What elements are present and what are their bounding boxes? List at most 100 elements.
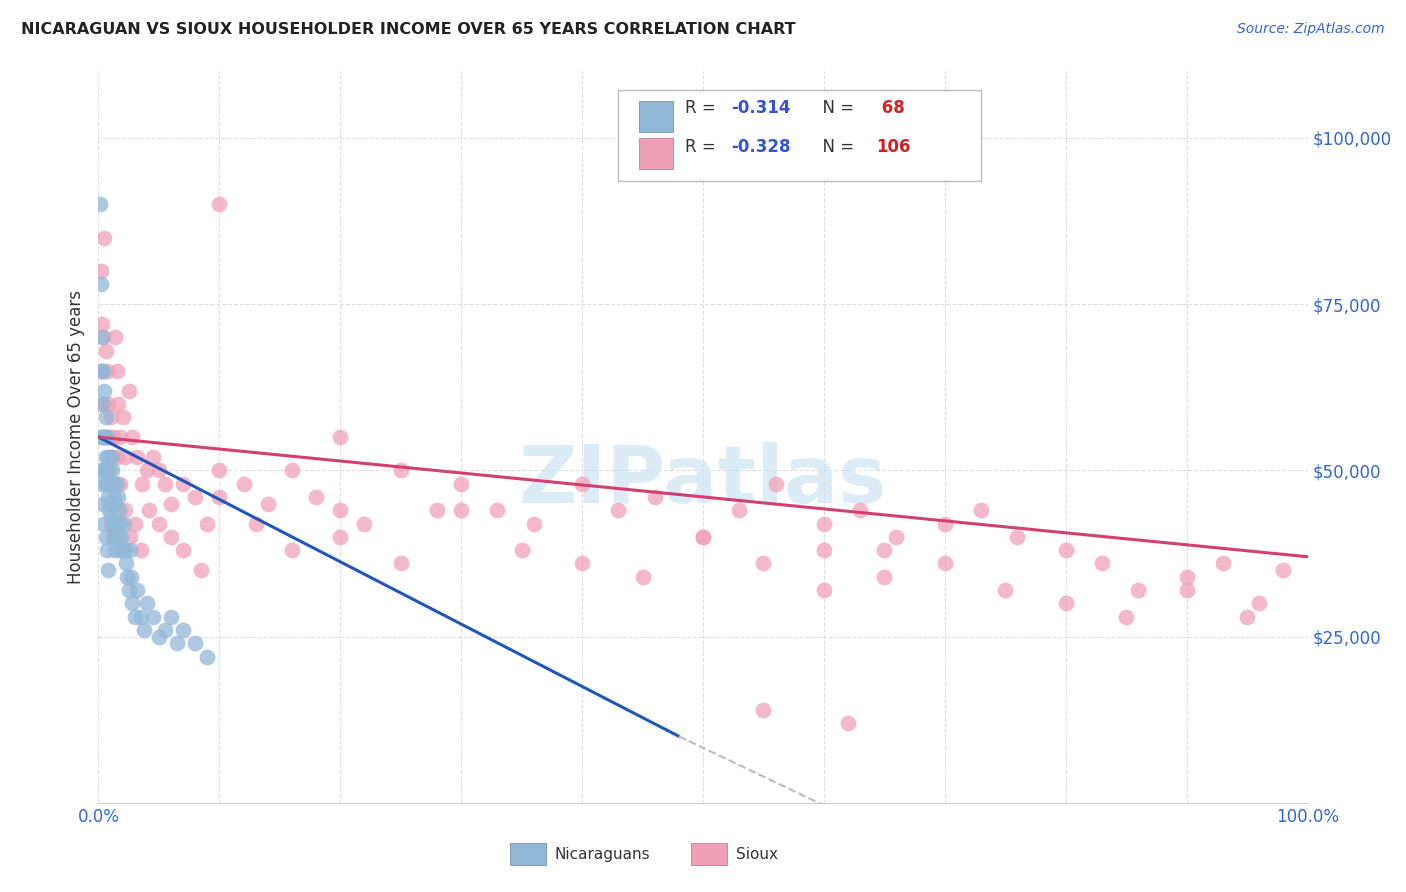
Point (232, 476, 254, 491)
Point (114, 503, 136, 517)
Point (389, 557, 412, 571)
Point (90, 277, 112, 292)
Point (114, 543, 136, 558)
Point (1175, 570, 1198, 584)
Point (100, 476, 122, 491)
Point (118, 530, 141, 544)
Point (91, 317, 114, 331)
Point (1115, 609, 1137, 624)
Point (131, 476, 153, 491)
Point (105, 363, 128, 377)
Point (89, 430, 111, 444)
Text: Sioux: Sioux (735, 847, 778, 862)
Point (208, 197, 231, 211)
Point (172, 623, 194, 637)
Point (93, 230, 115, 244)
Point (129, 543, 152, 558)
FancyBboxPatch shape (638, 102, 673, 132)
Point (94, 530, 117, 544)
Point (692, 530, 714, 544)
Text: Nicaraguans: Nicaraguans (554, 847, 650, 862)
Point (103, 530, 125, 544)
Point (121, 596, 143, 610)
Point (89, 197, 111, 211)
Point (184, 636, 207, 650)
Text: -0.328: -0.328 (731, 137, 790, 156)
Text: R =: R = (685, 99, 721, 117)
Point (873, 570, 896, 584)
Point (91, 397, 114, 411)
Point (118, 582, 141, 597)
Point (94, 343, 117, 358)
Text: 68: 68 (876, 99, 904, 117)
Point (153, 476, 176, 491)
Point (934, 557, 956, 571)
Text: R =: R = (685, 137, 721, 156)
Point (118, 543, 141, 558)
Point (111, 410, 134, 425)
Point (138, 503, 160, 517)
Point (98, 497, 121, 511)
Point (100, 463, 122, 477)
Point (245, 516, 267, 531)
Point (90, 363, 112, 377)
Point (90, 463, 112, 477)
Point (148, 516, 170, 531)
Text: N =: N = (811, 99, 859, 117)
Point (1091, 557, 1114, 571)
Point (160, 609, 183, 624)
Point (124, 609, 146, 624)
Point (91, 330, 114, 344)
Point (571, 476, 593, 491)
Point (153, 623, 176, 637)
Text: ZIPatlas: ZIPatlas (519, 442, 887, 520)
Point (93, 430, 115, 444)
Point (129, 609, 152, 624)
Point (121, 430, 143, 444)
Point (91, 363, 114, 377)
Point (813, 516, 835, 531)
Point (127, 582, 149, 597)
Point (105, 516, 128, 531)
Point (120, 570, 142, 584)
FancyBboxPatch shape (690, 843, 727, 865)
Point (142, 609, 165, 624)
Point (90, 264, 112, 278)
Point (108, 503, 131, 517)
Point (98, 430, 121, 444)
Point (103, 476, 125, 491)
Point (1212, 557, 1234, 571)
Point (190, 563, 212, 577)
Point (107, 490, 129, 504)
Point (127, 450, 149, 464)
Point (97, 450, 120, 464)
Text: 106: 106 (876, 137, 911, 156)
Point (970, 503, 993, 517)
Point (104, 497, 127, 511)
Point (94, 410, 117, 425)
Point (100, 509, 122, 524)
Point (329, 530, 352, 544)
FancyBboxPatch shape (509, 843, 546, 865)
Point (450, 476, 472, 491)
Point (97, 490, 120, 504)
Point (486, 503, 509, 517)
Text: Source: ZipAtlas.com: Source: ZipAtlas.com (1237, 22, 1385, 37)
Point (1007, 530, 1029, 544)
Point (108, 476, 131, 491)
Point (96, 363, 118, 377)
Point (98, 463, 121, 477)
Point (91, 476, 114, 491)
Point (329, 430, 352, 444)
Text: N =: N = (811, 137, 859, 156)
Y-axis label: Householder Income Over 65 years: Householder Income Over 65 years (66, 290, 84, 584)
Point (111, 543, 134, 558)
Point (118, 384, 141, 398)
Point (112, 516, 135, 531)
Point (96, 543, 118, 558)
Point (100, 450, 122, 464)
Point (644, 490, 666, 504)
Point (195, 516, 218, 531)
Point (134, 623, 156, 637)
Point (728, 503, 751, 517)
